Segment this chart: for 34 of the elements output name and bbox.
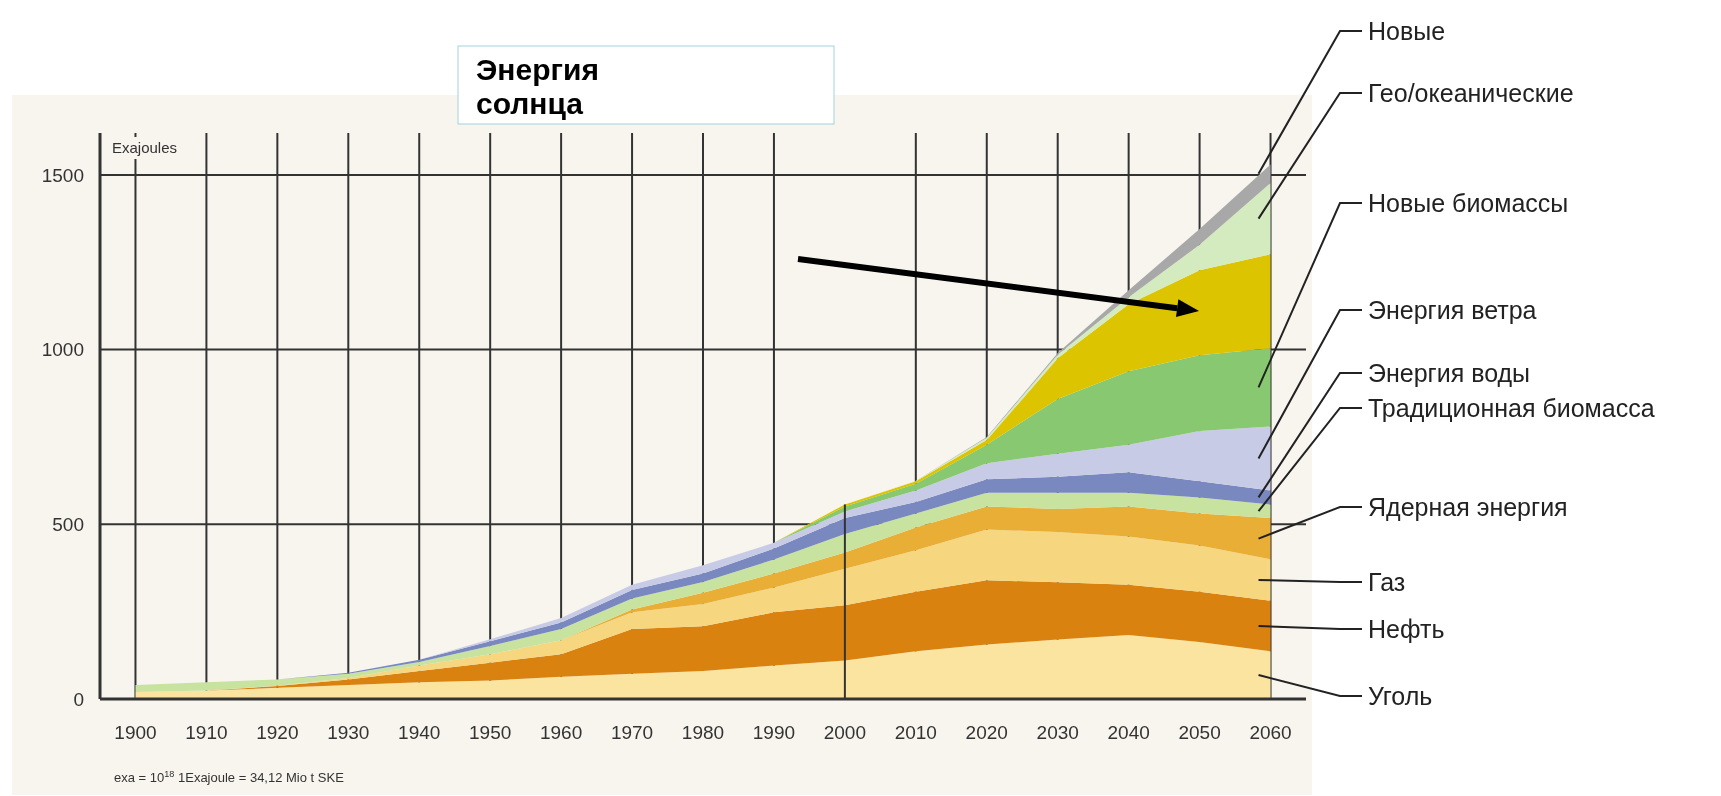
text: Новые bbox=[1368, 16, 1446, 45]
x-tick-label: 1910 bbox=[185, 722, 228, 743]
text: Гео/океанические bbox=[1368, 78, 1574, 107]
x-tick-label: 1900 bbox=[114, 722, 157, 743]
text: Газ bbox=[1368, 567, 1406, 596]
text: Ядерная энергия bbox=[1368, 492, 1568, 521]
text: Традиционная биомасса bbox=[1368, 393, 1655, 422]
text: exa = 10$^{18}$ 1Exajoule = 34,12 Mio t SKE bbox=[114, 769, 345, 785]
text: Нефть bbox=[1368, 614, 1445, 643]
y-tick-label: 0 bbox=[73, 688, 84, 710]
text: Энергия воды bbox=[1368, 358, 1531, 387]
x-tick-label: 1920 bbox=[256, 722, 299, 743]
x-tick-label: 2000 bbox=[823, 722, 867, 743]
text: Энергия солнца bbox=[476, 53, 599, 120]
text: Уголь bbox=[1368, 681, 1433, 710]
x-tick-label: 1940 bbox=[398, 722, 441, 743]
x-tick-label: 2050 bbox=[1178, 722, 1221, 743]
x-tick-label: 1990 bbox=[752, 722, 796, 743]
y-axis-title: Exajoules bbox=[112, 139, 178, 156]
x-tick-label: 2030 bbox=[1036, 722, 1079, 743]
y-tick-label: 1000 bbox=[41, 339, 84, 361]
x-tick-label: 1970 bbox=[610, 722, 654, 743]
x-tick-label: 1980 bbox=[681, 722, 725, 743]
text: Новые биомассы bbox=[1368, 188, 1569, 217]
x-tick-label: 2020 bbox=[965, 722, 1008, 743]
y-tick-label: 1500 bbox=[41, 164, 84, 186]
text: Энергия ветра bbox=[1368, 295, 1537, 324]
y-tick-label: 500 bbox=[52, 513, 84, 535]
x-tick-label: 2060 bbox=[1249, 722, 1292, 743]
x-tick-label: 1950 bbox=[469, 722, 512, 743]
x-tick-label: 2040 bbox=[1107, 722, 1150, 743]
x-tick-label: 1960 bbox=[539, 722, 583, 743]
x-tick-label: 2010 bbox=[894, 722, 937, 743]
x-tick-label: 1930 bbox=[327, 722, 370, 743]
